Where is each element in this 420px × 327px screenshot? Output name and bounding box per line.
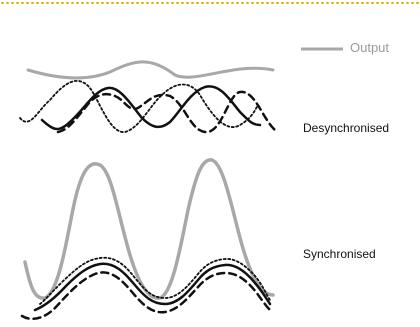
sync-dashed-signal (20, 271, 272, 320)
desynchronised-label: Desynchronised (303, 121, 390, 135)
desync-output-wave (26, 60, 275, 80)
desync-solid-signal (40, 85, 262, 131)
desynchronised-group (19, 60, 277, 134)
synchronised-group (20, 158, 275, 320)
legend-output-label: Output (350, 40, 390, 55)
sync-solid-signal (33, 262, 272, 312)
sync-output-wave (23, 158, 275, 300)
desync-dashed-signal (56, 90, 277, 134)
sync-dotted-signal (39, 256, 271, 305)
synchronised-label: Synchronised (303, 247, 376, 261)
